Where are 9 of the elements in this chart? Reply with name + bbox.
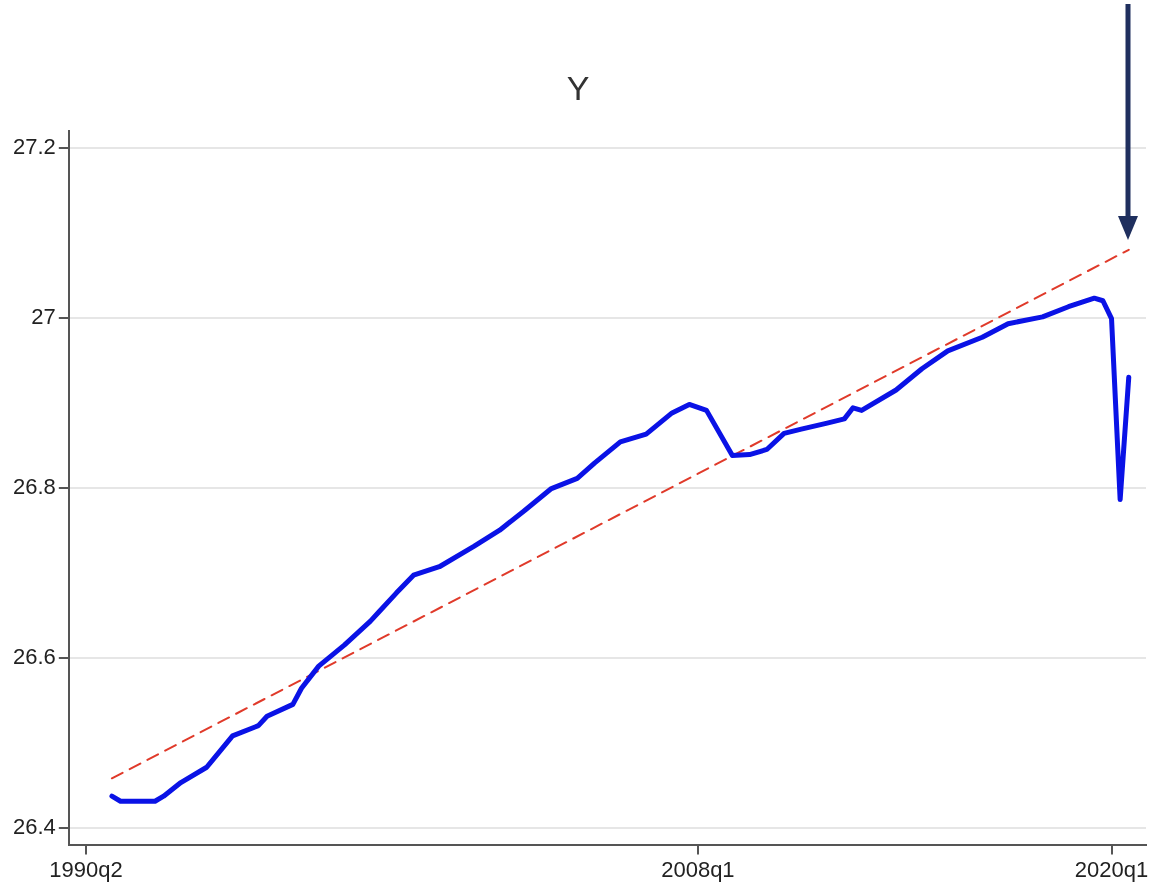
x-tick-label: 2020q1	[1074, 856, 1149, 882]
chart-title: Y	[566, 68, 590, 107]
y-tick-label: 26.6	[12, 643, 56, 669]
x-tick-label: 1990q2	[49, 856, 123, 882]
x-tick-label: 2008q1	[661, 856, 735, 882]
y-tick-label: 27	[31, 303, 56, 329]
y-tick-label: 27.2	[12, 133, 56, 159]
y-tick-label: 26.4	[12, 813, 56, 839]
y-tick-label: 26.8	[12, 473, 56, 499]
